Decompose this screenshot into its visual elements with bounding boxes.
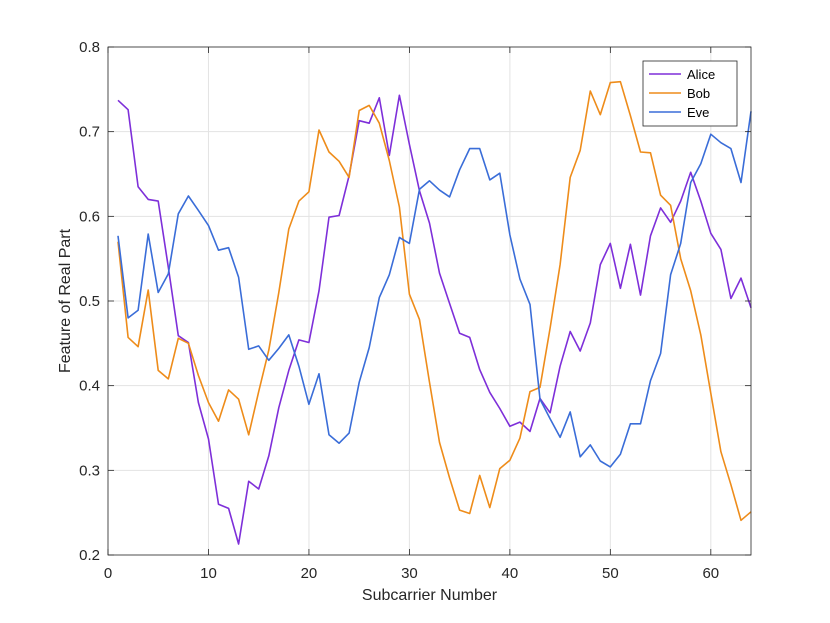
legend-label-eve: Eve xyxy=(687,105,709,120)
legend-label-bob: Bob xyxy=(687,86,710,101)
x-tick-label: 10 xyxy=(200,565,217,582)
legend: Alice Bob Eve xyxy=(642,60,738,127)
y-tick-label: 0.8 xyxy=(79,39,100,56)
y-tick-label: 0.3 xyxy=(79,462,100,479)
y-tick-label: 0.2 xyxy=(79,547,100,564)
x-axis-title: Subcarrier Number xyxy=(362,587,498,604)
legend-label-alice: Alice xyxy=(687,67,715,82)
y-tick-label: 0.7 xyxy=(79,124,100,141)
y-tick-label: 0.4 xyxy=(79,378,100,395)
axis-ticks: 0 10 20 30 40 50 60 0.2 0.3 0.4 0.5 0.6 0.7 0.8 xyxy=(79,39,751,582)
y-tick-label: 0.5 xyxy=(79,293,100,310)
series-line-alice xyxy=(117,94,752,545)
x-tick-label: 40 xyxy=(502,565,519,582)
x-tick-label: 0 xyxy=(104,565,112,582)
x-tick-label: 20 xyxy=(301,565,318,582)
x-tick-label: 30 xyxy=(401,565,418,582)
x-tick-label: 50 xyxy=(602,565,619,582)
x-tick-label: 60 xyxy=(702,565,719,582)
series-line-eve xyxy=(117,111,752,468)
y-axis-title: Feature of Real Part xyxy=(57,228,74,373)
series-lines xyxy=(117,80,752,545)
y-tick-label: 0.6 xyxy=(79,208,100,225)
series-line-bob xyxy=(117,80,752,522)
